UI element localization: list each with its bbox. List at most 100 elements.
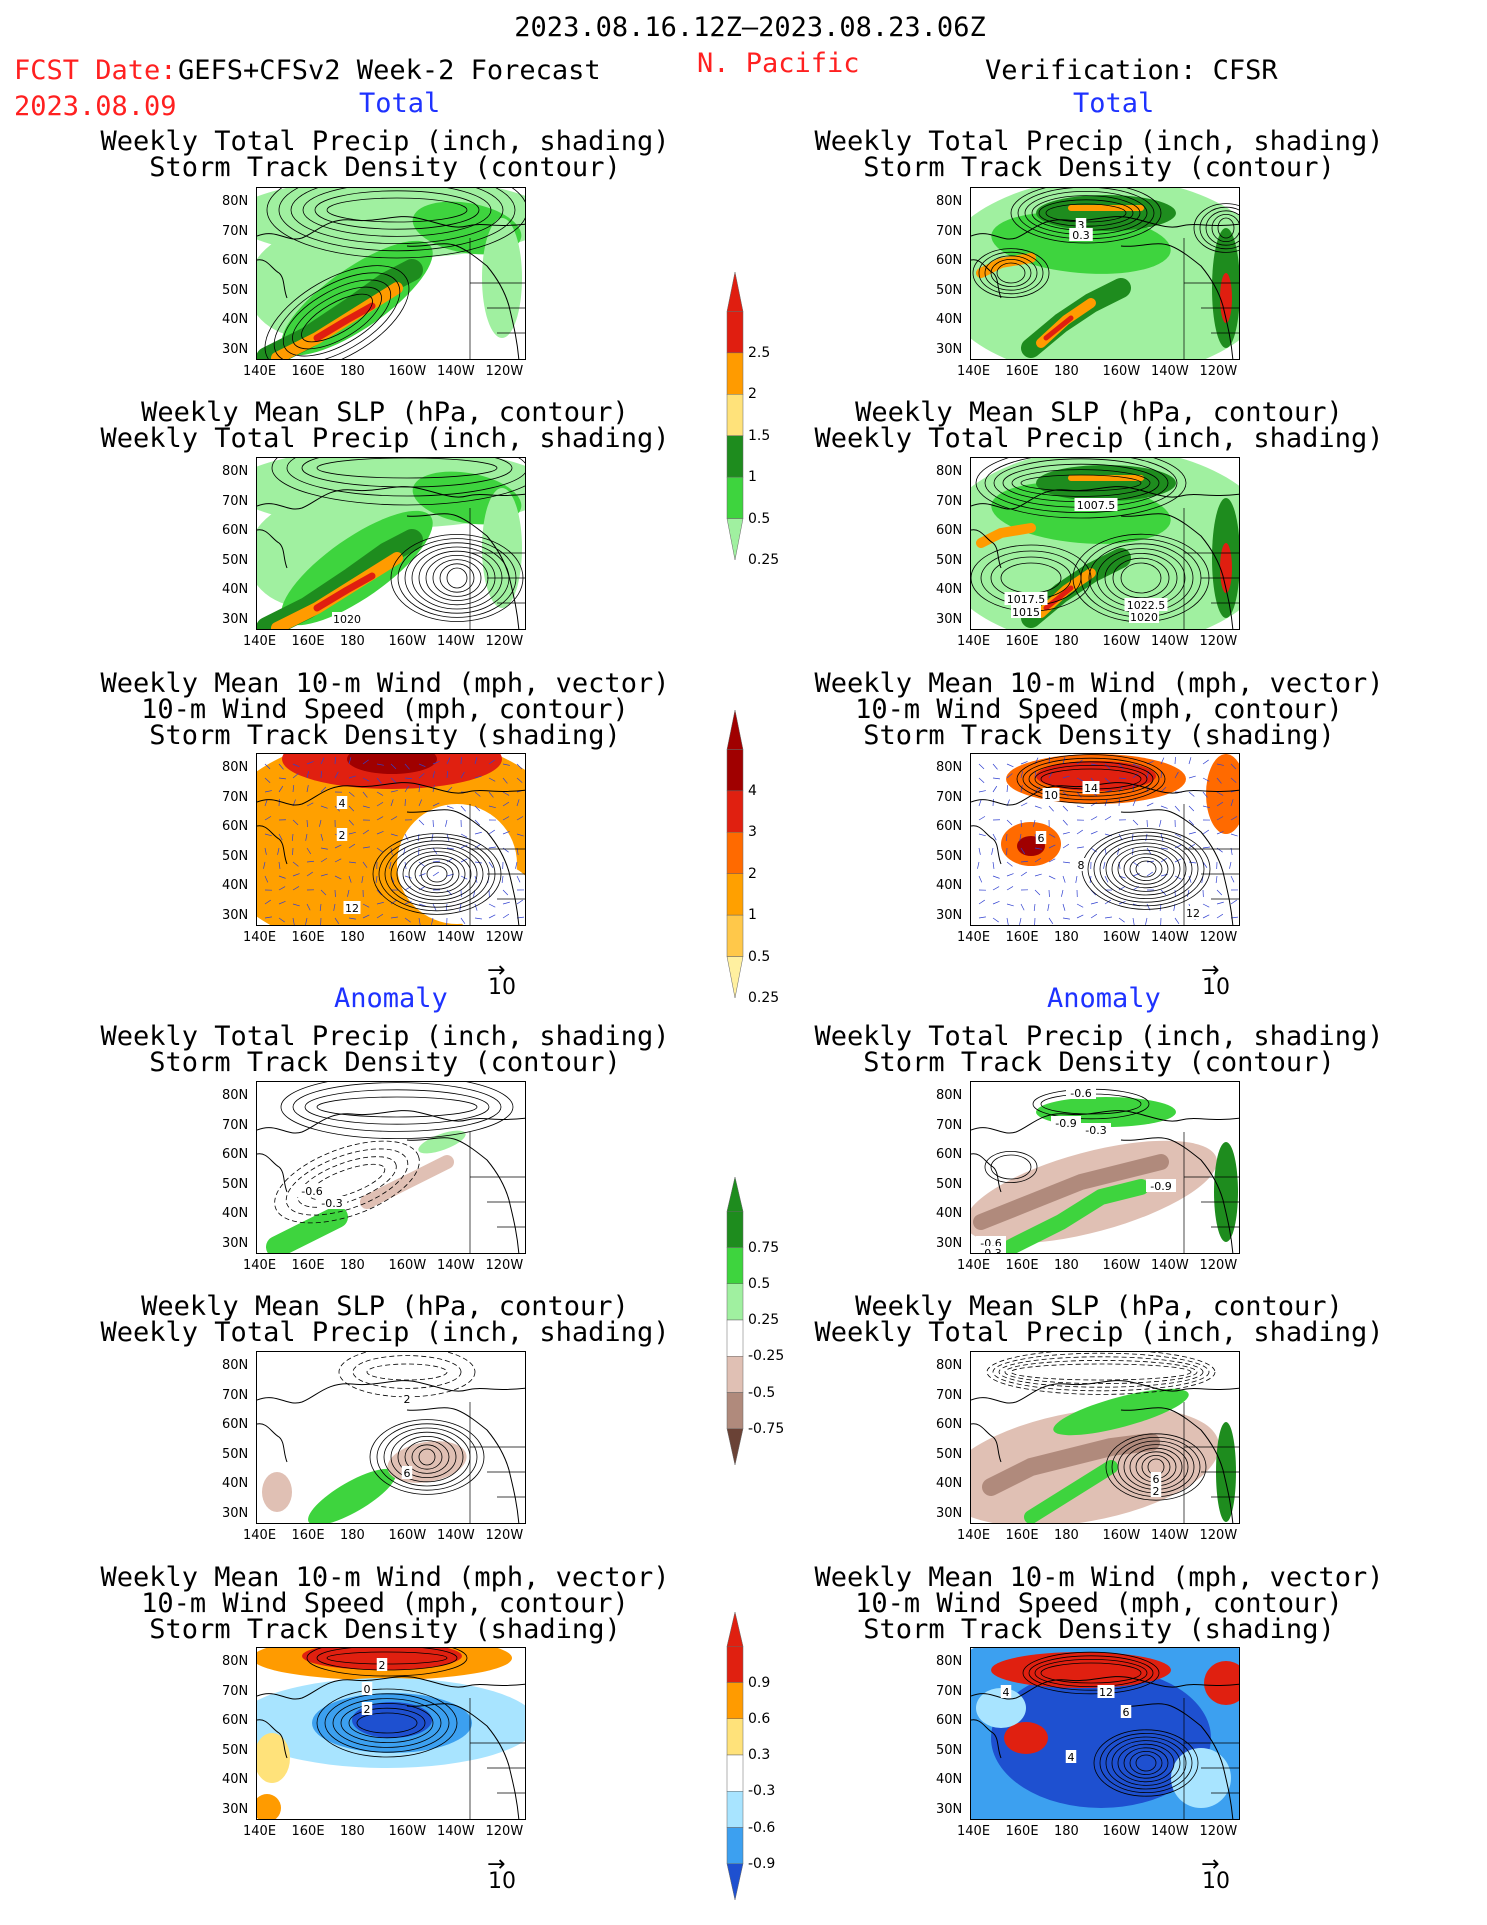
- lon-tick: 160W: [388, 1824, 427, 1839]
- svg-text:-0.6: -0.6: [301, 1185, 322, 1198]
- svg-text:4: 4: [339, 797, 346, 810]
- lat-tick: 40N: [936, 878, 963, 893]
- anomaly-label-left: Anomaly: [334, 983, 448, 1014]
- lat-tick: 30N: [936, 1235, 963, 1251]
- lat-tick: 30N: [222, 1801, 249, 1817]
- colorbar-label: 0.25: [748, 552, 780, 568]
- lat-tick: 40N: [222, 582, 249, 597]
- colorbar-label: 0.6: [748, 1710, 771, 1727]
- panel-title-line: 10-m Wind Speed (mph, contour): [141, 1588, 629, 1619]
- lat-tick: 40N: [222, 312, 249, 327]
- svg-text:-0.9: -0.9: [1150, 1180, 1171, 1193]
- lat-tick: 30N: [222, 907, 249, 923]
- lon-tick: 180: [1054, 1528, 1079, 1543]
- lat-tick: 80N: [222, 760, 249, 775]
- lon-tick: 180: [340, 1528, 365, 1543]
- total-label-right: Total: [1073, 88, 1155, 119]
- fcst-date-value: 2023.08.09: [14, 91, 177, 122]
- lon-tick: 160E: [291, 1528, 325, 1543]
- lat-tick: 60N: [222, 523, 249, 538]
- lat-tick: 70N: [936, 1683, 963, 1699]
- lat-tick: 80N: [222, 1088, 249, 1103]
- svg-text:12: 12: [345, 902, 359, 915]
- lat-tick: 70N: [222, 493, 249, 509]
- svg-text:1007.5: 1007.5: [1077, 499, 1116, 512]
- lon-tick: 140E: [243, 1528, 277, 1543]
- lat-tick: 30N: [936, 1505, 963, 1521]
- lat-tick: 50N: [936, 848, 963, 864]
- panel-title-line: Storm Track Density (contour): [863, 152, 1335, 183]
- colorbar-label: 1.5: [748, 427, 771, 444]
- lat-tick: 30N: [222, 611, 249, 627]
- colorbar-label: 0.5: [748, 510, 771, 527]
- lat-tick: 70N: [936, 493, 963, 509]
- lat-tick: 50N: [936, 1742, 963, 1758]
- lat-tick: 60N: [222, 1713, 249, 1728]
- total-label-left: Total: [359, 88, 441, 119]
- map-panel-p3r: 10 14 6 8 12: [970, 753, 1240, 926]
- lon-tick: 140W: [437, 634, 475, 649]
- svg-text:1022.5: 1022.5: [1127, 599, 1166, 612]
- svg-text:4: 4: [1068, 1751, 1075, 1764]
- lat-tick: 50N: [222, 1742, 249, 1758]
- svg-text:2: 2: [379, 1659, 386, 1672]
- lon-tick: 180: [340, 634, 365, 649]
- svg-text:6: 6: [404, 1467, 411, 1480]
- lon-tick: 140W: [437, 1528, 475, 1543]
- svg-text:8: 8: [1078, 859, 1085, 872]
- lon-tick: 160W: [388, 364, 427, 379]
- lon-tick: 160E: [291, 1258, 325, 1273]
- vector-key-label: 10: [1202, 1869, 1230, 1894]
- lat-tick: 80N: [936, 1088, 963, 1103]
- panel-title-line: Weekly Mean SLP (hPa, contour): [855, 1291, 1343, 1322]
- lat-tick: 70N: [222, 1117, 249, 1133]
- colorbar-label: 2: [748, 865, 757, 882]
- svg-text:1015: 1015: [1012, 606, 1040, 619]
- lat-tick: 60N: [936, 1417, 963, 1432]
- lon-tick: 160W: [1102, 1258, 1141, 1273]
- svg-text:-0.3: -0.3: [980, 1247, 1001, 1254]
- precip-anomaly-colorbar: [726, 1176, 744, 1466]
- panel-title-line: Weekly Total Precip (inch, shading): [814, 1021, 1384, 1052]
- map-panel-p1l: [256, 187, 526, 360]
- svg-text:14: 14: [1084, 782, 1098, 795]
- lat-tick: 60N: [936, 1713, 963, 1728]
- panel-title-line: Weekly Mean 10-m Wind (mph, vector): [814, 1562, 1384, 1593]
- lat-tick: 80N: [222, 194, 249, 209]
- lon-tick: 160E: [1005, 930, 1039, 945]
- lat-tick: 60N: [936, 523, 963, 538]
- lon-tick: 140W: [437, 364, 475, 379]
- svg-text:2: 2: [1153, 1485, 1160, 1498]
- lon-tick: 160W: [388, 930, 427, 945]
- lon-tick: 140E: [957, 364, 991, 379]
- lon-tick: 120W: [485, 634, 524, 649]
- lat-tick: 80N: [936, 464, 963, 479]
- lon-tick: 120W: [1199, 930, 1238, 945]
- map-panel-p2r: 1007.5 1017.5 1015 1022.5 1020: [970, 457, 1240, 630]
- colorbar-label: 1: [748, 469, 757, 486]
- lat-tick: 40N: [222, 1476, 249, 1491]
- vector-key-label: 10: [488, 975, 516, 1000]
- lon-tick: 160W: [1102, 634, 1141, 649]
- lat-tick: 80N: [936, 1654, 963, 1669]
- period-title: 2023.08.16.12Z–2023.08.23.06Z: [514, 12, 986, 43]
- lon-tick: 120W: [485, 930, 524, 945]
- lon-tick: 140E: [957, 1824, 991, 1839]
- lon-tick: 180: [1054, 634, 1079, 649]
- lon-tick: 160E: [1005, 1824, 1039, 1839]
- panel-title-line: Weekly Total Precip (inch, shading): [100, 1021, 670, 1052]
- lat-tick: 60N: [936, 819, 963, 834]
- vector-key-label: 10: [1202, 975, 1230, 1000]
- lat-tick: 50N: [222, 848, 249, 864]
- svg-text:10: 10: [1044, 789, 1058, 802]
- precip-total-colorbar: [726, 271, 744, 561]
- panel-title-line: Weekly Total Precip (inch, shading): [100, 126, 670, 157]
- colorbar-label: 0.25: [748, 990, 780, 1006]
- lon-tick: 120W: [485, 1824, 524, 1839]
- lat-tick: 30N: [936, 1801, 963, 1817]
- svg-text:2: 2: [339, 829, 346, 842]
- svg-text:12: 12: [1099, 1686, 1113, 1699]
- panel-title-line: Weekly Total Precip (inch, shading): [814, 1317, 1384, 1348]
